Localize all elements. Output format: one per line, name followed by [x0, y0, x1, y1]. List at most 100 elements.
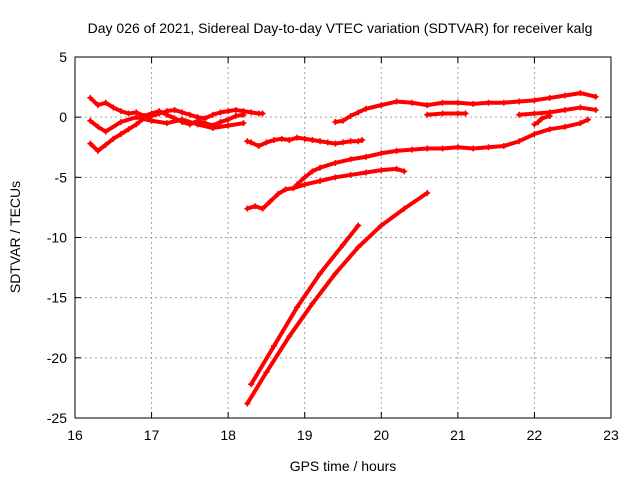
data-point: [424, 102, 431, 109]
data-point: [117, 118, 124, 125]
data-point: [225, 122, 232, 129]
data-point: [592, 106, 599, 113]
data-point: [278, 135, 285, 142]
series-trace-l: [244, 189, 431, 407]
data-point: [248, 109, 255, 116]
y-tick-label: -25: [47, 410, 67, 426]
data-point: [255, 143, 262, 150]
data-point: [516, 98, 523, 105]
data-point: [355, 222, 362, 229]
data-point: [202, 115, 209, 122]
data-point: [424, 111, 431, 118]
data-point: [263, 369, 270, 376]
data-point: [516, 111, 523, 118]
data-point: [324, 139, 331, 146]
data-point: [362, 105, 369, 112]
data-point: [102, 99, 109, 106]
data-point: [225, 108, 232, 115]
data-point: [282, 186, 289, 193]
data-point: [592, 93, 599, 100]
data-point: [332, 270, 339, 277]
x-tick-label: 18: [220, 427, 236, 443]
x-tick-label: 19: [297, 427, 313, 443]
data-point: [244, 205, 251, 212]
data-point: [340, 241, 346, 248]
data-point: [424, 145, 431, 152]
y-tick-label: -20: [47, 350, 67, 366]
data-point: [531, 131, 538, 138]
data-point: [347, 138, 354, 145]
data-point: [102, 128, 109, 135]
data-point: [209, 111, 216, 118]
data-point: [454, 144, 461, 151]
data-point: [301, 135, 308, 142]
data-point: [577, 120, 584, 127]
data-point: [562, 106, 569, 113]
data-point: [424, 189, 431, 196]
series-line: [425, 111, 468, 117]
series-trace-e: [244, 165, 408, 212]
data-point: [87, 140, 94, 147]
data-point: [271, 342, 278, 349]
data-point: [408, 146, 415, 153]
data-point: [531, 121, 538, 128]
data-point: [362, 169, 369, 176]
data-point: [286, 137, 293, 144]
data-point: [378, 150, 385, 157]
x-tick-label: 20: [373, 427, 389, 443]
x-axis-label: GPS time / hours: [290, 458, 397, 474]
data-point: [94, 123, 101, 130]
data-point: [531, 97, 538, 104]
data-point: [309, 137, 316, 144]
y-tick-label: 5: [59, 49, 67, 65]
data-point: [94, 102, 101, 109]
series-line: [245, 190, 430, 406]
data-point: [301, 181, 308, 188]
data-point: [309, 300, 316, 307]
x-tick-label: 21: [450, 427, 466, 443]
data-point: [546, 94, 553, 101]
y-tick-label: -5: [55, 169, 68, 185]
data-point: [562, 123, 569, 130]
data-point: [87, 117, 94, 124]
data-point: [294, 304, 301, 311]
data-point: [290, 185, 297, 192]
data-point: [454, 110, 461, 117]
data-point: [194, 114, 201, 121]
series-trace-i: [516, 104, 599, 118]
data-point: [125, 110, 132, 117]
data-point: [347, 171, 354, 178]
series-trace-f: [294, 116, 592, 188]
data-point: [263, 139, 270, 146]
data-point: [562, 92, 569, 99]
data-point: [332, 174, 339, 181]
data-point: [500, 143, 507, 150]
data-point: [393, 165, 400, 172]
data-point: [362, 153, 369, 160]
data-point: [194, 121, 201, 128]
data-point: [244, 138, 251, 145]
data-marks: [87, 90, 599, 407]
data-point: [163, 120, 170, 127]
data-point: [133, 121, 140, 128]
data-point: [110, 135, 117, 142]
data-point: [251, 203, 258, 210]
series-trace-g: [332, 90, 599, 125]
data-point: [485, 99, 492, 106]
data-point: [439, 110, 446, 117]
data-point: [171, 106, 178, 113]
data-point: [117, 131, 124, 138]
data-point: [148, 117, 155, 124]
data-point: [232, 112, 239, 119]
data-point: [217, 109, 224, 116]
data-point: [94, 147, 101, 154]
series-trace-b: [87, 106, 266, 154]
data-point: [259, 110, 266, 117]
y-tick-label: -15: [47, 290, 67, 306]
data-point: [186, 111, 193, 118]
data-point: [163, 108, 170, 115]
data-point: [535, 118, 542, 125]
data-point: [244, 400, 251, 407]
series-trace-j: [531, 112, 553, 128]
